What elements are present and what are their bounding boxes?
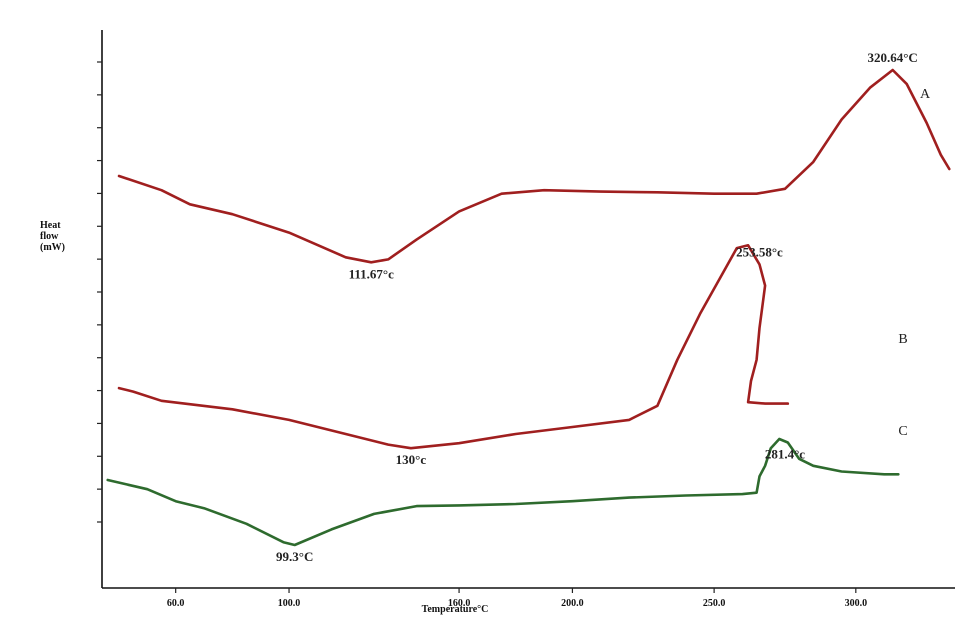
y-axis-title-line: Heat — [40, 220, 61, 231]
peak-label: 320.64°C — [867, 50, 917, 65]
x-ticks: 60.0 100.0 160.0 200.0 250.0 300.0 — [167, 588, 867, 609]
peak-label: 99.3°C — [276, 549, 313, 564]
peak-label: 130°c — [396, 452, 427, 467]
series-line-b — [117, 244, 790, 450]
x-tick-label: 200.0 — [561, 598, 584, 609]
peak-label: 281.4°c — [765, 447, 805, 462]
y-axis-title-line: flow — [40, 231, 59, 242]
curve-label-a: A — [920, 87, 931, 102]
series-line-c — [106, 437, 900, 547]
x-tick-label: 250.0 — [703, 598, 726, 609]
y-axis-title: Heat flow (mW) — [40, 220, 65, 253]
curve-label-c: C — [898, 424, 907, 439]
curve-labels: A B C — [898, 87, 931, 439]
peak-labels: 111.67°c 320.64°C 130°c 253.58°c 99.3°C 281.4… — [276, 50, 918, 564]
peak-label: 111.67°c — [349, 266, 395, 281]
series-layer — [106, 68, 951, 547]
y-axis-title-line: (mW) — [40, 242, 65, 253]
x-tick-label: 60.0 — [167, 598, 185, 609]
x-tick-label: 160.0 — [448, 598, 471, 609]
curve-label-b: B — [898, 332, 907, 347]
series-line-a — [117, 68, 951, 264]
axes — [101, 30, 955, 589]
x-tick-label: 300.0 — [845, 598, 868, 609]
y-ticks — [97, 61, 102, 523]
peak-label: 253.58°c — [736, 244, 783, 259]
x-axis-title: Temperature°C — [422, 604, 489, 615]
x-tick-label: 100.0 — [278, 598, 301, 609]
